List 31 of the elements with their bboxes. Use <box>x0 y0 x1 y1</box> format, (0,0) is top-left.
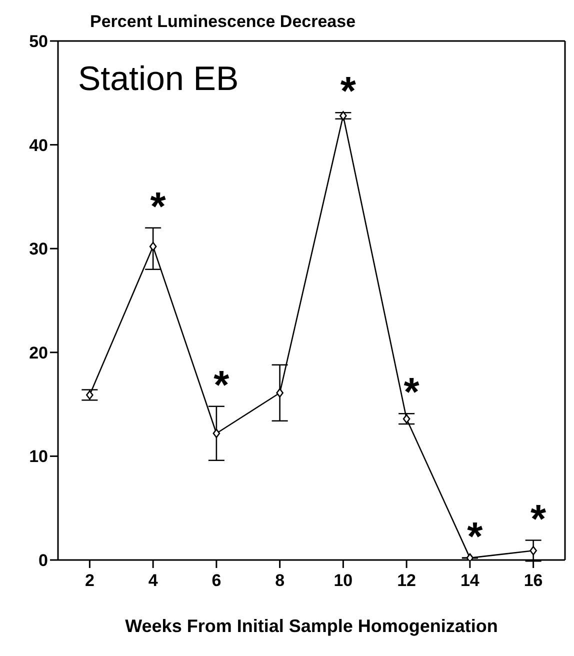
annotation: * <box>530 497 547 542</box>
point <box>212 428 220 438</box>
y-tick-label: 20 <box>29 343 48 362</box>
point <box>276 388 284 398</box>
x-tick-label: 4 <box>148 571 158 590</box>
y-tick-label: 40 <box>29 136 48 155</box>
annotation: * <box>340 70 356 114</box>
x-tick-label: 2 <box>84 571 94 590</box>
x-tick-label: 12 <box>397 571 416 590</box>
y-tick-label: 0 <box>38 551 48 570</box>
annotation: * <box>214 363 230 408</box>
y-axis-title: Percent Luminescence Decrease <box>90 12 356 32</box>
x-tick-label: 8 <box>275 571 285 590</box>
point <box>530 546 537 556</box>
annotation: * <box>150 184 166 229</box>
y-tick-label: 50 <box>29 32 48 52</box>
annotation: * <box>404 370 420 415</box>
x-tick-label: 16 <box>524 571 543 590</box>
point <box>149 242 157 252</box>
point <box>86 390 94 400</box>
point <box>402 414 410 424</box>
point <box>340 111 347 120</box>
y-tick-label: 30 <box>29 240 48 259</box>
y-tick-label: 10 <box>29 447 48 466</box>
x-tick-label: 6 <box>212 571 222 590</box>
annotation: * <box>467 514 484 559</box>
x-tick-label: 10 <box>334 571 353 590</box>
x-tick-label: 14 <box>460 571 480 590</box>
annotation: Station EB <box>78 60 239 99</box>
x-axis-title: Weeks From Initial Sample Homogenization <box>125 616 498 636</box>
point <box>466 553 474 560</box>
